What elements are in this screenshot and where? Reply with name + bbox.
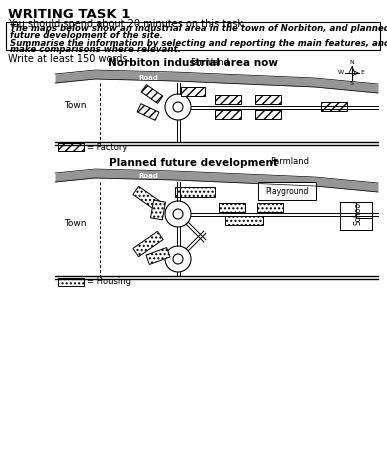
Text: WRITING TASK 1: WRITING TASK 1	[8, 8, 130, 21]
Bar	[181, 87, 205, 95]
Bar	[175, 187, 215, 197]
Text: Farmland: Farmland	[271, 157, 310, 166]
FancyBboxPatch shape	[6, 22, 380, 50]
Bar	[133, 186, 163, 212]
Bar	[133, 231, 163, 257]
Text: Farmland: Farmland	[190, 58, 229, 67]
Bar	[219, 202, 245, 212]
Text: Summarise the information by selecting and reporting the main features, and: Summarise the information by selecting a…	[10, 39, 387, 48]
Text: Town: Town	[64, 102, 86, 110]
Text: Road: Road	[138, 173, 158, 179]
Bar	[146, 247, 170, 265]
Text: School: School	[353, 199, 363, 225]
Bar	[141, 84, 163, 104]
Bar	[58, 278, 84, 286]
Bar	[151, 200, 166, 220]
Text: future development of the site.: future development of the site.	[10, 30, 163, 39]
Bar	[215, 94, 241, 104]
Bar	[321, 102, 347, 110]
Bar	[58, 143, 84, 151]
Circle shape	[173, 254, 183, 264]
Text: Norbiton industrial area now: Norbiton industrial area now	[108, 58, 278, 68]
Bar	[225, 216, 263, 224]
FancyBboxPatch shape	[258, 182, 316, 200]
Bar	[137, 104, 159, 120]
Circle shape	[173, 102, 183, 112]
Text: Write at least 150 words.: Write at least 150 words.	[8, 54, 130, 64]
Text: Playground: Playground	[265, 187, 309, 196]
Circle shape	[173, 209, 183, 219]
Text: Planned future development: Planned future development	[109, 158, 277, 168]
Text: Road: Road	[138, 74, 158, 80]
Text: You should spend about 20 minutes on this task.: You should spend about 20 minutes on thi…	[8, 19, 246, 29]
FancyBboxPatch shape	[340, 218, 356, 230]
Text: = Factory: = Factory	[87, 143, 127, 152]
Text: make comparisons where relevant.: make comparisons where relevant.	[10, 45, 181, 54]
Bar	[255, 109, 281, 118]
Bar	[255, 94, 281, 104]
Text: N: N	[349, 60, 354, 65]
Text: S: S	[350, 81, 354, 86]
Bar	[215, 109, 241, 118]
FancyBboxPatch shape	[340, 202, 372, 230]
Text: The maps below show an industrial area in the town of Norbiton, and planned: The maps below show an industrial area i…	[10, 24, 387, 33]
Text: Town: Town	[64, 219, 86, 228]
Bar	[58, 143, 84, 151]
Text: E: E	[360, 70, 364, 75]
Text: W: W	[338, 70, 344, 75]
Text: = Housing: = Housing	[87, 277, 131, 286]
Bar	[257, 202, 283, 212]
